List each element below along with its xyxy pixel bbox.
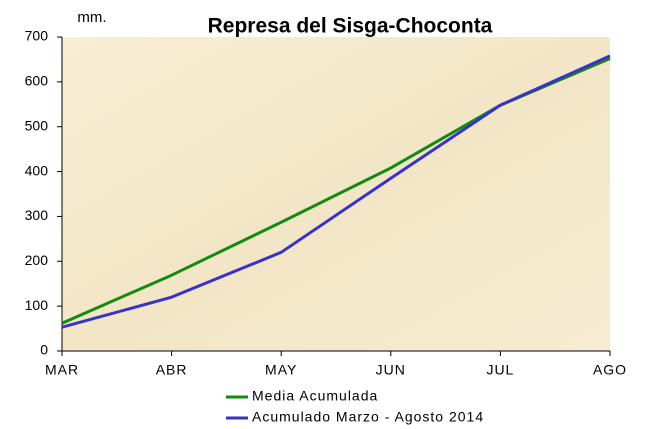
legend-label: Acumulado Marzo - Agosto 2014 <box>252 409 484 425</box>
x-tick-label: ABR <box>156 362 188 378</box>
y-tick-label: 700 <box>25 28 49 44</box>
y-axis-label: mm. <box>77 9 106 26</box>
x-tick-label: JUN <box>376 362 406 378</box>
y-tick-label: 500 <box>25 117 49 133</box>
y-tick-label: 300 <box>25 207 49 223</box>
x-tick-label: MAR <box>45 362 79 378</box>
x-tick-label: AGO <box>593 362 627 378</box>
y-tick-label: 0 <box>40 342 48 358</box>
y-tick-label: 100 <box>25 297 49 313</box>
x-tick-label: MAY <box>265 362 297 378</box>
y-tick-label: 600 <box>25 73 49 89</box>
x-tick-label: JUL <box>486 362 514 378</box>
legend-label: Media Acumulada <box>252 388 378 404</box>
y-tick-label: 200 <box>25 252 49 268</box>
series-line <box>61 54 611 329</box>
chart-title: Represa del Sisga-Choconta <box>208 15 493 38</box>
y-tick-label: 400 <box>25 162 49 178</box>
